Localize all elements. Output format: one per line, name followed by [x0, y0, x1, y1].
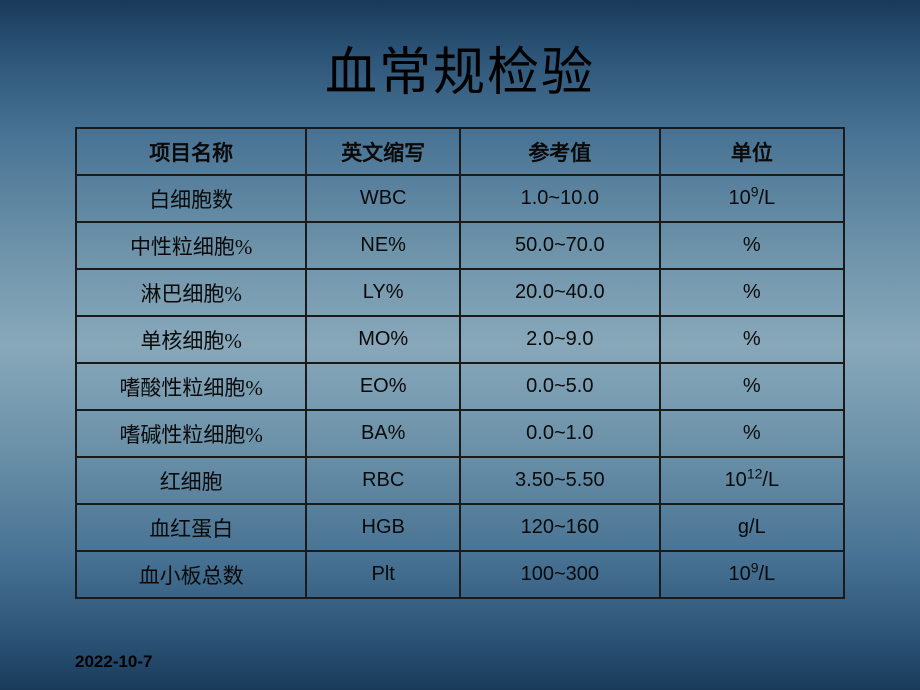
table-row: 血红蛋白HGB120~160g/L — [76, 504, 844, 551]
cell-item-name: 红细胞 — [76, 457, 306, 504]
table-row: 嗜碱性粒细胞%BA%0.0~1.0% — [76, 410, 844, 457]
cell-unit: 1012/L — [660, 457, 844, 504]
blood-test-table: 项目名称 英文缩写 参考值 单位 白细胞数WBC1.0~10.0109/L中性粒… — [75, 127, 845, 599]
cell-reference: 100~300 — [460, 551, 660, 598]
cell-unit: 109/L — [660, 551, 844, 598]
cell-abbreviation: NE% — [306, 222, 460, 269]
slide-title: 血常规检验 — [75, 30, 845, 105]
header-reference: 参考值 — [460, 128, 660, 175]
cell-reference: 1.0~10.0 — [460, 175, 660, 222]
cell-item-name: 中性粒细胞% — [76, 222, 306, 269]
cell-abbreviation: BA% — [306, 410, 460, 457]
cell-item-name: 白细胞数 — [76, 175, 306, 222]
cell-unit: % — [660, 363, 844, 410]
table-row: 白细胞数WBC1.0~10.0109/L — [76, 175, 844, 222]
cell-abbreviation: EO% — [306, 363, 460, 410]
header-abbreviation: 英文缩写 — [306, 128, 460, 175]
cell-item-name: 单核细胞% — [76, 316, 306, 363]
cell-reference: 0.0~5.0 — [460, 363, 660, 410]
header-unit: 单位 — [660, 128, 844, 175]
table-header-row: 项目名称 英文缩写 参考值 单位 — [76, 128, 844, 175]
cell-abbreviation: WBC — [306, 175, 460, 222]
cell-reference: 0.0~1.0 — [460, 410, 660, 457]
cell-reference: 3.50~5.50 — [460, 457, 660, 504]
cell-reference: 120~160 — [460, 504, 660, 551]
table-body: 白细胞数WBC1.0~10.0109/L中性粒细胞%NE%50.0~70.0%淋… — [76, 175, 844, 598]
cell-reference: 50.0~70.0 — [460, 222, 660, 269]
cell-unit: g/L — [660, 504, 844, 551]
cell-unit: % — [660, 410, 844, 457]
cell-item-name: 血小板总数 — [76, 551, 306, 598]
table-row: 血小板总数Plt100~300109/L — [76, 551, 844, 598]
table-row: 单核细胞%MO%2.0~9.0% — [76, 316, 844, 363]
cell-item-name: 嗜酸性粒细胞% — [76, 363, 306, 410]
table-row: 中性粒细胞%NE%50.0~70.0% — [76, 222, 844, 269]
date-stamp: 2022-10-7 — [75, 652, 153, 672]
table-row: 红细胞RBC3.50~5.501012/L — [76, 457, 844, 504]
table-row: 淋巴细胞%LY%20.0~40.0% — [76, 269, 844, 316]
cell-abbreviation: RBC — [306, 457, 460, 504]
cell-abbreviation: MO% — [306, 316, 460, 363]
cell-item-name: 淋巴细胞% — [76, 269, 306, 316]
table-row: 嗜酸性粒细胞%EO%0.0~5.0% — [76, 363, 844, 410]
cell-abbreviation: Plt — [306, 551, 460, 598]
cell-item-name: 嗜碱性粒细胞% — [76, 410, 306, 457]
cell-unit: 109/L — [660, 175, 844, 222]
cell-reference: 20.0~40.0 — [460, 269, 660, 316]
cell-unit: % — [660, 222, 844, 269]
cell-unit: % — [660, 316, 844, 363]
cell-abbreviation: HGB — [306, 504, 460, 551]
cell-unit: % — [660, 269, 844, 316]
cell-item-name: 血红蛋白 — [76, 504, 306, 551]
header-item-name: 项目名称 — [76, 128, 306, 175]
cell-abbreviation: LY% — [306, 269, 460, 316]
cell-reference: 2.0~9.0 — [460, 316, 660, 363]
slide-container: 血常规检验 项目名称 英文缩写 参考值 单位 白细胞数WBC1.0~10.010… — [0, 0, 920, 690]
